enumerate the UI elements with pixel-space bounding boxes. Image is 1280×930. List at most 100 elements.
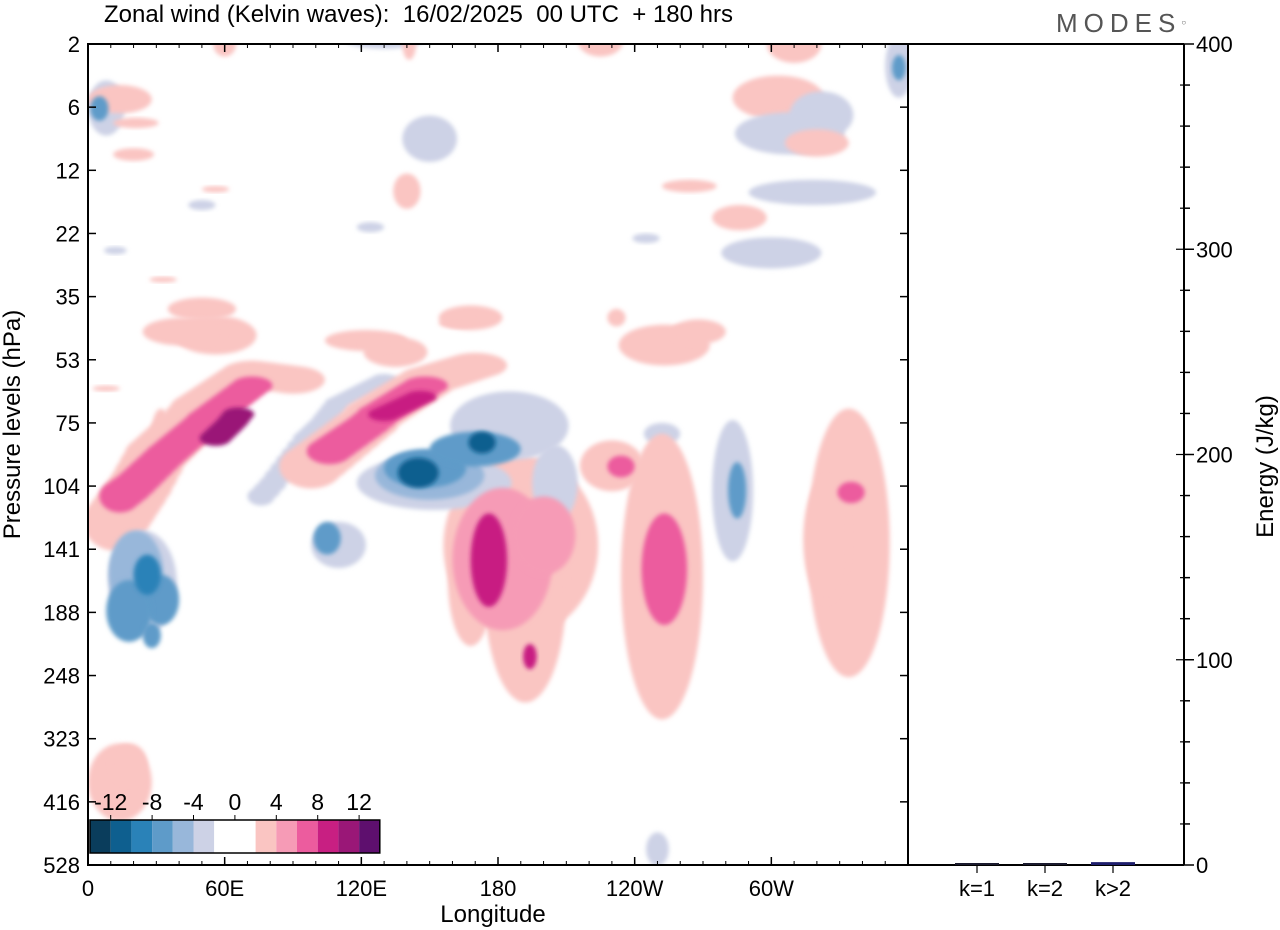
y-tick-label: 6 xyxy=(68,95,80,120)
contour-region xyxy=(393,173,421,209)
contour-region xyxy=(288,588,316,647)
colorbar: -12 -8 -4 0 4 8 12 xyxy=(89,789,381,854)
contour-region xyxy=(766,44,822,63)
energy-bar xyxy=(1091,862,1135,865)
colorbar-swatch xyxy=(152,820,173,853)
colorbar-label: -8 xyxy=(142,789,162,815)
contour-region xyxy=(511,496,576,575)
contour-region xyxy=(807,408,890,678)
colorbar-swatch xyxy=(276,820,297,853)
energy-cat-label: k=2 xyxy=(1027,876,1063,901)
y-tick-label: 528 xyxy=(43,853,80,878)
x-tick-label: 180 xyxy=(480,876,517,901)
contour-region xyxy=(402,44,416,60)
contour-region xyxy=(712,205,767,231)
contour-region xyxy=(188,199,216,211)
colorbar-swatch xyxy=(338,820,360,853)
contour-region xyxy=(110,743,148,785)
contour-region xyxy=(662,179,717,193)
contour-region xyxy=(201,186,230,193)
colorbar-label: 12 xyxy=(346,789,372,815)
colorbar-label: -12 xyxy=(94,789,127,815)
contour-region xyxy=(313,521,341,555)
y-tick-label: 323 xyxy=(43,727,80,752)
colorbar-swatch xyxy=(359,820,380,853)
contour-region xyxy=(748,179,877,206)
contour-region xyxy=(106,580,152,642)
contour-region xyxy=(671,319,726,344)
contour-band-segment xyxy=(443,352,508,379)
contour-band-segment xyxy=(261,365,325,394)
contour-region xyxy=(578,44,623,57)
contour-region xyxy=(356,222,385,233)
energy-tick-label: 400 xyxy=(1196,32,1233,57)
colorbar-swatch xyxy=(131,820,153,853)
colorbar-label: 4 xyxy=(270,789,283,815)
contour-region xyxy=(728,462,747,519)
contour-region xyxy=(734,394,790,445)
energy-tick-label: 100 xyxy=(1196,648,1233,673)
y-tick-label: 141 xyxy=(43,537,80,562)
heatmap-axes: 0 60E 120E 180 120W 60W 2 6 12 22 35 53 75 104 141 188 2… xyxy=(0,32,909,928)
y-tick-label: 53 xyxy=(56,348,80,373)
contour-region xyxy=(744,349,790,386)
contour-region xyxy=(470,513,508,608)
x-tick-label: 120E xyxy=(336,876,387,901)
contour-region xyxy=(402,115,457,162)
contour-region xyxy=(523,643,537,670)
contour-region xyxy=(641,513,688,626)
contour-region xyxy=(632,233,660,244)
contour-region xyxy=(892,55,906,81)
energy-axis-title: Energy (J/kg) xyxy=(1252,395,1279,538)
contour-band-segment xyxy=(222,407,255,422)
colorbar-label: -4 xyxy=(183,789,204,815)
contour-band-segment xyxy=(404,390,437,404)
contour-region xyxy=(158,588,191,833)
contour-region xyxy=(92,385,120,392)
x-tick-label: 60W xyxy=(749,876,794,901)
contour-region xyxy=(167,297,237,321)
energy-tick-label: 0 xyxy=(1196,853,1208,878)
y-tick-label: 75 xyxy=(56,411,80,436)
contour-region xyxy=(814,303,842,360)
contour-region xyxy=(803,477,849,602)
x-tick-label: 120W xyxy=(606,876,664,901)
y-tick-label: 12 xyxy=(56,158,80,183)
contour-region xyxy=(361,337,407,351)
contour-region xyxy=(261,570,280,618)
colorbar-swatch xyxy=(297,820,318,853)
contour-region xyxy=(785,129,849,157)
contour-region xyxy=(607,308,626,327)
y-tick-label: 104 xyxy=(43,474,80,499)
contour-region xyxy=(468,431,496,454)
contour-region xyxy=(149,276,177,283)
y-tick-label: 2 xyxy=(68,32,80,57)
contour-region xyxy=(142,317,225,346)
heatmap-contours xyxy=(88,44,908,865)
energy-cat-label: k=1 xyxy=(959,876,995,901)
energy-cat-label: k>2 xyxy=(1095,876,1131,901)
contour-region xyxy=(397,457,439,488)
y-axis-title: Pressure levels (hPa) xyxy=(0,310,26,539)
contour-region xyxy=(646,832,669,865)
x-axis-title: Longitude xyxy=(440,901,545,928)
contour-region xyxy=(90,96,109,121)
contour-region xyxy=(113,117,159,129)
energy-tick-label: 200 xyxy=(1196,443,1233,468)
contour-region xyxy=(438,317,476,329)
contour-band-segment xyxy=(402,376,448,395)
colorbar-swatch xyxy=(317,820,339,853)
colorbar-swatch xyxy=(214,820,235,853)
contour-band-segment xyxy=(231,376,273,395)
contour-region xyxy=(133,554,161,595)
contour-region xyxy=(334,614,353,703)
y-tick-label: 248 xyxy=(43,664,80,689)
brand-logo: MODES○ xyxy=(1056,8,1186,38)
colorbar-swatch xyxy=(172,820,194,853)
contour-region xyxy=(222,572,241,605)
brand-text: MODES xyxy=(1056,8,1182,38)
y-tick-label: 35 xyxy=(56,285,80,310)
colorbar-swatch xyxy=(234,820,256,853)
contour-region xyxy=(438,702,453,751)
